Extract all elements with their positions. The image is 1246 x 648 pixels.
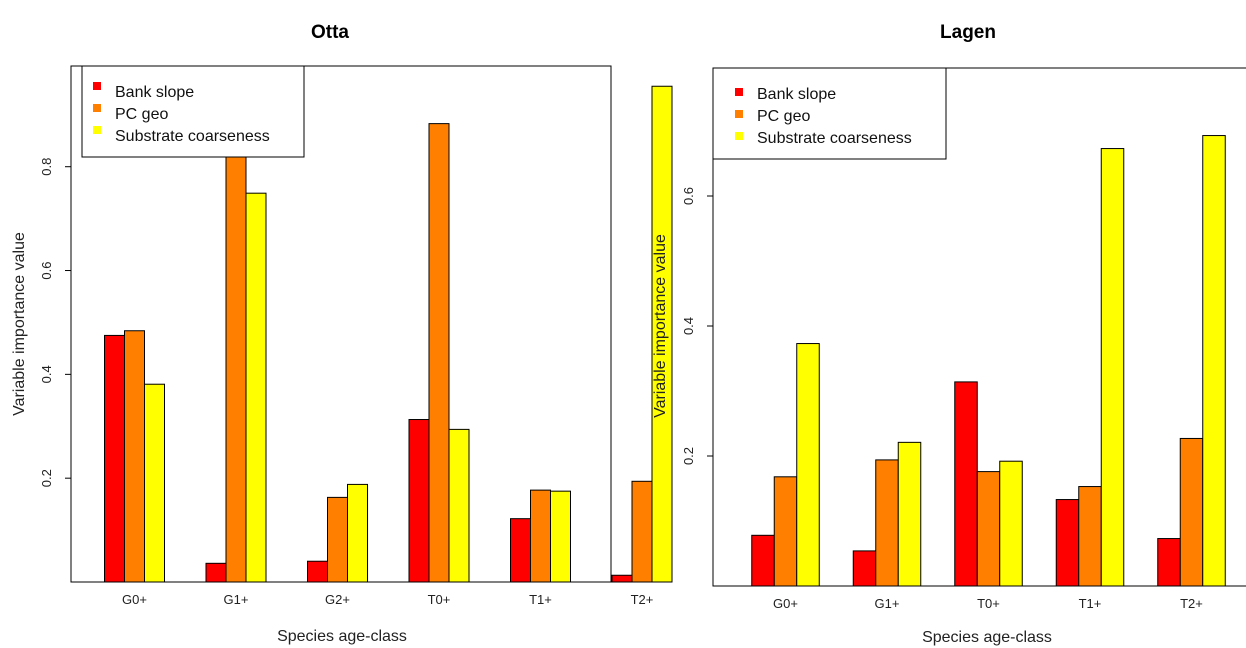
x-axis-label-lagen: Species age-class: [922, 629, 1052, 646]
chart-panel-lagen: Lagen Species age-class Variable importa…: [652, 22, 1246, 646]
y-tick-label: 0.2: [39, 469, 54, 487]
bar-substrate-coarseness-t1: [1100, 148, 1125, 587]
legend-label-pc-geo: PC geo: [757, 108, 810, 125]
y-tick-label: 0.4: [681, 317, 696, 335]
plot-frame-lagen: [712, 67, 1246, 587]
bar-substrate-coarseness-g0: [796, 343, 820, 587]
y-tick-label: 0.4: [39, 365, 54, 383]
x-tick-label: T0+: [428, 592, 451, 607]
legend-swatch-pc-geo: [735, 110, 743, 118]
bars-otta: [104, 75, 673, 583]
bar-substrate-coarseness-t2: [1202, 135, 1226, 587]
bar-pc-geo-t2: [1179, 437, 1204, 587]
x-tick-label: T1+: [529, 592, 552, 607]
bar-pc-geo-g0: [124, 330, 145, 583]
bar-pc-geo-g1: [875, 459, 899, 587]
bar-substrate-coarseness-g0: [144, 383, 165, 583]
x-tick-label: G0+: [773, 596, 798, 611]
chart-title-lagen: Lagen: [940, 22, 996, 43]
x-tick-label: G2+: [325, 592, 350, 607]
bar-pc-geo-t2: [631, 480, 653, 583]
bar-bank-slope-g1: [852, 550, 877, 587]
bar-substrate-coarseness-t0: [999, 460, 1023, 587]
legend-box-lagen: [712, 67, 947, 160]
bar-bank-slope-g0: [751, 534, 775, 587]
bar-pc-geo-g0: [773, 476, 798, 587]
legend-label-bank-slope: Bank slope: [115, 84, 194, 101]
legend-swatch-substrate-coarseness: [93, 126, 101, 134]
legend-swatch-substrate-coarseness: [735, 132, 743, 140]
legend-lagen: Bank slope PC geo Substrate coarseness: [712, 67, 947, 160]
bar-substrate-coarseness-t2: [651, 85, 673, 583]
bar-pc-geo-g2: [327, 496, 348, 583]
y-tick-label: 0.8: [39, 158, 54, 176]
bar-substrate-coarseness-t0: [448, 428, 470, 583]
x-tick-labels-otta: G0+ G1+ G2+ T0+ T1+ T2+: [122, 592, 653, 607]
y-axis-label-lagen: Variable importance value: [652, 234, 669, 418]
x-tick-label: G1+: [875, 596, 900, 611]
x-tick-label: G1+: [224, 592, 249, 607]
y-axis-ticks-lagen: 0.2 0.4 0.6: [681, 187, 713, 465]
x-tick-label: T2+: [1180, 596, 1203, 611]
x-tick-label: T2+: [631, 592, 654, 607]
bar-pc-geo-t1: [530, 489, 551, 583]
legend-swatch-bank-slope: [93, 82, 101, 90]
bar-bank-slope-g1: [205, 562, 227, 583]
y-axis-ticks-otta: 0.2 0.4 0.6 0.8: [39, 158, 71, 487]
bar-bank-slope-t1: [510, 518, 531, 583]
bar-substrate-coarseness-g2: [347, 483, 368, 583]
y-tick-label: 0.6: [681, 187, 696, 205]
chart-panel-otta: Otta Species age-class Variable importan…: [11, 22, 673, 645]
plot-frame-otta: [70, 65, 612, 583]
legend-label-bank-slope: Bank slope: [757, 86, 836, 103]
bar-bank-slope-t0: [408, 419, 430, 583]
bar-bank-slope-t2: [1157, 538, 1181, 587]
bar-bank-slope-g0: [104, 334, 125, 583]
y-axis-label-otta: Variable importance value: [11, 232, 28, 416]
bar-bank-slope-g2: [307, 560, 328, 583]
x-tick-label: T1+: [1079, 596, 1102, 611]
x-axis-label-otta: Species age-class: [277, 628, 407, 645]
chart-title-otta: Otta: [311, 22, 349, 43]
legend-box-otta: [81, 65, 305, 158]
x-tick-label: T0+: [977, 596, 1000, 611]
x-tick-label: G0+: [122, 592, 147, 607]
legend-label-substrate-coarseness: Substrate coarseness: [115, 128, 270, 145]
bars-lagen: [751, 135, 1226, 587]
x-tick-labels-lagen: G0+ G1+ T0+ T1+ T2+: [773, 596, 1203, 611]
bar-substrate-coarseness-g1: [897, 441, 922, 587]
legend-swatch-pc-geo: [93, 104, 101, 112]
bar-pc-geo-t1: [1078, 486, 1102, 587]
bar-substrate-coarseness-g1: [245, 192, 267, 583]
bar-bank-slope-t2: [611, 574, 633, 583]
legend-swatch-bank-slope: [735, 88, 743, 96]
y-tick-label: 0.2: [681, 447, 696, 465]
legend-label-pc-geo: PC geo: [115, 106, 168, 123]
bar-pc-geo-t0: [976, 471, 1001, 587]
y-tick-label: 0.6: [39, 261, 54, 279]
bar-bank-slope-t0: [954, 381, 978, 587]
bar-pc-geo-t0: [428, 123, 450, 583]
bar-bank-slope-t1: [1055, 499, 1080, 587]
legend-label-substrate-coarseness: Substrate coarseness: [757, 130, 912, 147]
legend-otta: Bank slope PC geo Substrate coarseness: [81, 65, 305, 158]
bar-substrate-coarseness-t1: [550, 490, 571, 583]
